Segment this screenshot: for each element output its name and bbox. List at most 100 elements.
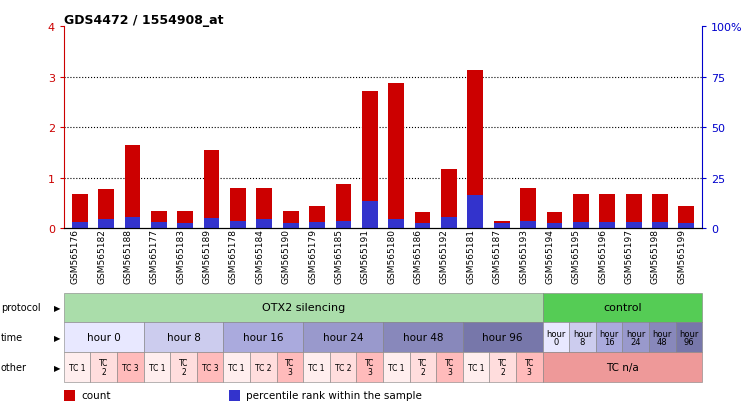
Text: GSM565188: GSM565188 [123,229,132,284]
Text: GSM565194: GSM565194 [545,229,554,284]
Text: GSM565181: GSM565181 [466,229,475,284]
Text: hour
16: hour 16 [599,329,619,346]
Bar [415,213,430,229]
Bar [151,211,167,229]
Text: TC
3: TC 3 [365,358,375,376]
Bar [652,195,668,229]
Text: GSM565197: GSM565197 [625,229,634,284]
Text: GSM565182: GSM565182 [97,229,106,284]
Text: hour 24: hour 24 [323,332,363,342]
Text: GSM565180: GSM565180 [388,229,397,284]
Text: GSM565196: GSM565196 [599,229,608,284]
Text: GSM565191: GSM565191 [360,229,369,284]
Bar [573,223,589,229]
Bar [678,206,694,229]
Text: GSM565192: GSM565192 [440,229,449,284]
Text: TC
3: TC 3 [285,358,294,376]
Text: TC
2: TC 2 [498,358,508,376]
Bar [626,195,641,229]
Text: TC 1: TC 1 [308,363,324,372]
Text: protocol: protocol [1,303,41,313]
Text: GDS4472 / 1554908_at: GDS4472 / 1554908_at [64,14,223,27]
Bar [388,220,404,229]
Text: GSM565186: GSM565186 [414,229,423,284]
Text: TC 1: TC 1 [468,363,484,372]
Bar [256,220,272,229]
Bar [98,220,114,229]
Bar [652,223,668,229]
Bar [520,221,536,229]
Text: GSM565193: GSM565193 [519,229,528,284]
Text: GSM565189: GSM565189 [203,229,212,284]
Text: hour
96: hour 96 [679,329,698,346]
Text: ▶: ▶ [54,303,61,312]
Text: GSM565187: GSM565187 [493,229,502,284]
Text: GSM565183: GSM565183 [176,229,185,284]
Bar [204,151,219,229]
Bar [441,218,457,229]
Text: hour 16: hour 16 [243,332,284,342]
Text: count: count [81,390,110,401]
Bar [626,223,641,229]
Bar [336,221,351,229]
Text: percentile rank within the sample: percentile rank within the sample [246,390,422,401]
Bar [98,190,114,229]
Text: TC
2: TC 2 [418,358,427,376]
Text: hour
48: hour 48 [653,329,672,346]
Text: TC 2: TC 2 [335,363,351,372]
Text: hour 0: hour 0 [87,332,121,342]
Bar [204,219,219,229]
Bar [388,83,404,229]
Text: TC 1: TC 1 [149,363,165,372]
Bar [494,224,510,229]
Bar [599,223,615,229]
Text: TC 1: TC 1 [388,363,405,372]
Bar [573,195,589,229]
Bar [125,145,140,229]
Text: GSM565195: GSM565195 [572,229,581,284]
Text: other: other [1,362,27,372]
Bar [177,211,193,229]
Bar [256,188,272,229]
Bar [467,71,483,229]
Bar [678,224,694,229]
Bar [362,201,378,229]
Bar [520,188,536,229]
Text: TC
3: TC 3 [445,358,454,376]
Text: GSM565184: GSM565184 [255,229,264,284]
Bar [309,223,325,229]
Bar [415,224,430,229]
Text: TC 3: TC 3 [122,363,139,372]
Text: hour
0: hour 0 [546,329,566,346]
Bar [309,206,325,229]
Bar [177,224,193,229]
Text: hour 8: hour 8 [167,332,201,342]
Text: TC 1: TC 1 [228,363,245,372]
Text: GSM565179: GSM565179 [308,229,317,284]
Bar [467,196,483,229]
Bar [441,169,457,229]
Text: GSM565176: GSM565176 [71,229,80,284]
Text: TC
2: TC 2 [179,358,189,376]
Text: hour 96: hour 96 [482,332,523,342]
Bar [283,211,299,229]
Bar [230,221,246,229]
Text: hour
8: hour 8 [573,329,593,346]
Text: TC
3: TC 3 [525,358,534,376]
Bar [230,188,246,229]
Text: time: time [1,332,23,342]
Text: GSM565185: GSM565185 [334,229,343,284]
Bar [362,91,378,229]
Text: TC
2: TC 2 [99,358,108,376]
Text: TC n/a: TC n/a [606,362,639,372]
Text: hour 48: hour 48 [403,332,443,342]
Text: control: control [603,303,641,313]
Text: TC 2: TC 2 [255,363,272,372]
Bar [336,184,351,229]
Text: GSM565178: GSM565178 [229,229,238,284]
Text: TC 3: TC 3 [202,363,219,372]
Text: GSM565190: GSM565190 [282,229,291,284]
Text: GSM565177: GSM565177 [149,229,158,284]
Text: TC 1: TC 1 [69,363,86,372]
Bar [72,195,88,229]
